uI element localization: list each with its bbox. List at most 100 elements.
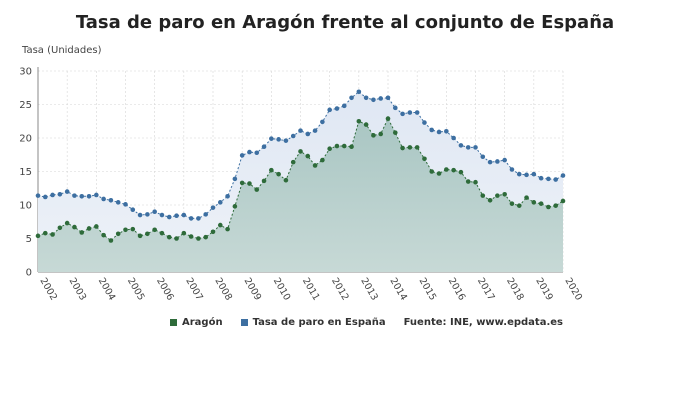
data-point-spain xyxy=(312,128,318,133)
y-tick-labels: 0 5 10 15 20 25 30 xyxy=(19,67,32,279)
legend-swatch-aragon xyxy=(170,319,177,326)
data-point-aragon xyxy=(64,220,70,226)
x-tick-label: 2020 xyxy=(562,276,584,302)
legend-label-aragon: Aragón xyxy=(182,317,223,328)
data-point-aragon xyxy=(137,233,143,239)
data-point-spain xyxy=(101,196,106,202)
data-point-aragon xyxy=(210,229,216,235)
data-point-spain xyxy=(247,149,252,155)
x-tick-label: 2017 xyxy=(475,276,497,302)
data-point-spain xyxy=(480,154,486,160)
data-point-aragon xyxy=(407,145,413,150)
data-point-spain xyxy=(509,167,515,172)
data-point-aragon xyxy=(414,145,420,150)
data-point-aragon xyxy=(312,163,318,168)
data-point-aragon xyxy=(392,130,398,135)
data-point-spain xyxy=(371,97,376,103)
data-point-aragon xyxy=(290,159,296,165)
data-point-spain xyxy=(203,212,209,217)
data-point-aragon xyxy=(356,118,362,124)
data-point-aragon xyxy=(79,230,85,235)
data-point-aragon xyxy=(203,234,209,240)
legend-item-spain: Tasa de paro en España xyxy=(240,317,386,328)
data-point-aragon xyxy=(217,222,223,228)
data-point-aragon xyxy=(465,179,471,184)
data-point-spain xyxy=(341,103,347,109)
data-point-aragon xyxy=(232,204,238,209)
area-aragon xyxy=(38,118,563,272)
y-axis-label: Tasa (Unidades) xyxy=(21,45,102,56)
data-point-spain xyxy=(152,209,157,214)
data-point-aragon xyxy=(181,230,187,236)
data-point-spain xyxy=(57,191,63,197)
data-point-spain xyxy=(363,95,369,101)
data-point-aragon xyxy=(546,204,551,210)
data-point-aragon xyxy=(159,230,165,236)
data-point-aragon xyxy=(57,225,63,231)
data-point-aragon xyxy=(305,153,311,159)
data-point-spain xyxy=(524,172,529,178)
data-point-spain xyxy=(290,133,296,139)
data-point-aragon xyxy=(247,181,252,186)
data-point-spain xyxy=(94,192,99,198)
data-point-spain xyxy=(196,216,201,221)
data-point-spain xyxy=(276,137,281,142)
data-point-aragon xyxy=(553,203,559,208)
data-point-spain xyxy=(349,95,354,101)
data-point-aragon xyxy=(166,234,172,240)
data-point-spain xyxy=(378,96,384,101)
data-point-aragon xyxy=(283,177,289,183)
series-areas xyxy=(38,91,563,273)
data-point-spain xyxy=(145,212,150,217)
data-point-aragon xyxy=(254,187,260,192)
data-point-aragon xyxy=(35,233,41,239)
data-point-spain xyxy=(79,193,85,199)
x-tick-label: 2011 xyxy=(300,276,322,302)
data-point-spain xyxy=(123,202,128,207)
y-tick-label: 15 xyxy=(19,167,32,178)
data-point-spain xyxy=(327,107,332,113)
data-point-aragon xyxy=(269,167,274,173)
data-point-aragon xyxy=(108,238,114,243)
data-point-aragon xyxy=(451,167,456,173)
data-point-spain xyxy=(502,157,507,163)
data-point-spain xyxy=(334,106,340,111)
x-tick-labels: 2002 2003 2004 2005 2006 2007 2008 2009 2010 2011… xyxy=(37,276,584,302)
x-tick-label: 2003 xyxy=(67,276,89,302)
data-point-spain xyxy=(181,212,187,218)
data-point-spain xyxy=(137,212,143,218)
data-point-aragon xyxy=(50,232,55,237)
data-point-aragon xyxy=(298,149,303,154)
data-point-spain xyxy=(115,200,121,205)
data-point-aragon xyxy=(502,191,507,197)
data-point-spain xyxy=(217,200,223,205)
data-point-aragon xyxy=(152,227,157,233)
data-point-aragon xyxy=(276,171,281,177)
data-point-spain xyxy=(553,177,559,182)
data-point-aragon xyxy=(101,232,106,238)
data-point-spain xyxy=(487,159,493,165)
data-point-aragon xyxy=(400,145,405,151)
data-point-spain xyxy=(35,193,41,198)
data-point-aragon xyxy=(385,116,391,121)
data-point-spain xyxy=(320,119,325,125)
chart-title: Tasa de paro en Aragón frente al conjunt… xyxy=(75,12,615,33)
data-point-aragon xyxy=(174,236,179,241)
x-tick-label: 2008 xyxy=(212,276,234,302)
y-tick-label: 20 xyxy=(19,134,32,145)
data-point-aragon xyxy=(458,169,464,175)
data-point-spain xyxy=(225,193,230,199)
data-point-spain xyxy=(42,194,48,200)
y-tick-label: 30 xyxy=(19,67,32,78)
data-point-aragon xyxy=(516,203,522,208)
data-point-spain xyxy=(400,111,405,117)
data-point-spain xyxy=(64,189,70,194)
data-point-spain xyxy=(130,207,136,212)
data-point-aragon xyxy=(480,193,486,198)
data-point-spain xyxy=(465,145,471,150)
x-tick-label: 2006 xyxy=(154,276,176,302)
data-point-aragon xyxy=(341,143,347,149)
legend-label-spain: Tasa de paro en España xyxy=(252,317,386,328)
data-point-aragon xyxy=(444,167,449,172)
